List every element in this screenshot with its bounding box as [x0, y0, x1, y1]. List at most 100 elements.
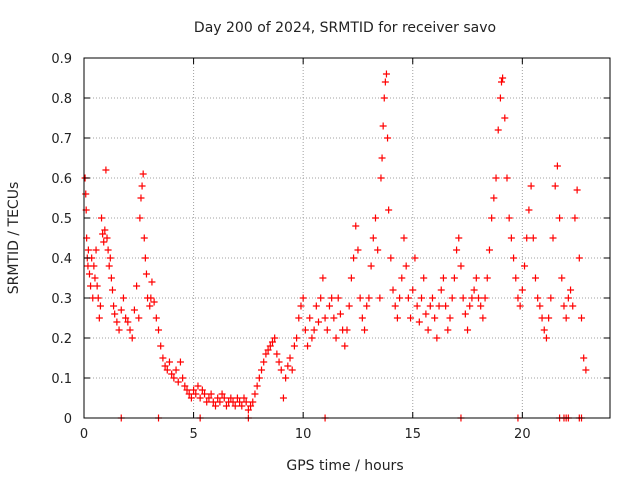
y-axis-ticks: 0 0.1 0.2 0.3 0.4 0.5 0.6 0.7 0.8 0.9: [51, 52, 610, 427]
y-tick-label: 0.7: [51, 132, 72, 147]
data-point: [466, 302, 474, 310]
data-point: [385, 206, 393, 214]
data-point: [172, 366, 180, 374]
data-point: [450, 274, 458, 282]
data-point: [389, 286, 397, 294]
data-point: [203, 398, 211, 406]
data-point: [236, 398, 244, 406]
data-point: [247, 402, 255, 410]
data-point: [367, 262, 375, 270]
data-point: [323, 326, 331, 334]
data-point: [157, 342, 165, 350]
data-point: [545, 314, 553, 322]
data-point: [575, 254, 583, 262]
data-point: [424, 326, 432, 334]
data-point: [258, 366, 266, 374]
data-point: [249, 398, 257, 406]
x-tick-label: 15: [404, 427, 421, 442]
data-point: [310, 326, 318, 334]
data-point: [492, 174, 500, 182]
data-point: [415, 318, 423, 326]
data-point: [382, 70, 390, 78]
data-point: [461, 310, 469, 318]
data-point: [534, 294, 542, 302]
data-point: [393, 314, 401, 322]
data-point: [264, 346, 272, 354]
data-point: [284, 362, 292, 370]
data-point: [444, 326, 452, 334]
data-point: [490, 194, 498, 202]
data-point: [297, 302, 305, 310]
data-point: [138, 182, 146, 190]
data-point: [402, 262, 410, 270]
data-point: [102, 166, 110, 174]
data-point: [488, 214, 496, 222]
data-point: [220, 394, 228, 402]
data-point: [343, 326, 351, 334]
data-point: [194, 382, 202, 390]
data-point: [494, 126, 502, 134]
data-point: [317, 294, 325, 302]
y-tick-label: 0.8: [51, 92, 72, 107]
data-point: [95, 314, 103, 322]
data-point: [82, 190, 90, 198]
data-point: [282, 374, 290, 382]
data-point: [181, 382, 189, 390]
data-point: [404, 294, 412, 302]
data-points: [81, 70, 590, 422]
data-point: [207, 390, 215, 398]
data-point: [103, 234, 111, 242]
data-point: [91, 274, 99, 282]
y-tick-label: 0.9: [51, 52, 72, 67]
data-point: [94, 294, 102, 302]
data-point: [433, 334, 441, 342]
data-point: [542, 334, 550, 342]
data-point: [578, 314, 586, 322]
data-point: [122, 314, 130, 322]
data-point: [381, 78, 389, 86]
data-point: [266, 342, 274, 350]
data-point: [560, 302, 568, 310]
data-point: [442, 302, 450, 310]
data-point: [183, 386, 191, 394]
data-point: [201, 390, 209, 398]
data-point: [569, 302, 577, 310]
data-point: [100, 238, 108, 246]
data-point: [472, 274, 480, 282]
data-point: [498, 78, 506, 86]
data-point: [547, 294, 555, 302]
data-point: [328, 294, 336, 302]
x-axis-ticks: 0 5 10 15 20: [80, 58, 531, 442]
data-point: [275, 358, 283, 366]
data-point: [92, 246, 100, 254]
data-point: [431, 314, 439, 322]
data-point: [161, 362, 169, 370]
data-point: [387, 254, 395, 262]
data-point: [227, 394, 235, 402]
data-point: [334, 294, 342, 302]
data-point: [260, 358, 268, 366]
data-point: [163, 366, 171, 374]
data-point: [84, 262, 92, 270]
data-point: [113, 318, 121, 326]
data-point: [485, 246, 493, 254]
data-point: [573, 186, 581, 194]
data-point: [198, 386, 206, 394]
y-tick-label: 0: [64, 412, 72, 427]
data-point: [176, 358, 184, 366]
data-point: [135, 314, 143, 322]
data-point: [119, 294, 127, 302]
data-point: [437, 286, 445, 294]
data-point: [562, 314, 570, 322]
data-point: [371, 214, 379, 222]
data-point: [356, 294, 364, 302]
data-point: [312, 302, 320, 310]
data-point: [499, 74, 507, 82]
data-point: [233, 394, 241, 402]
data-point: [139, 170, 147, 178]
data-point: [459, 294, 467, 302]
data-point: [549, 234, 557, 242]
data-point: [216, 398, 224, 406]
data-point: [301, 326, 309, 334]
